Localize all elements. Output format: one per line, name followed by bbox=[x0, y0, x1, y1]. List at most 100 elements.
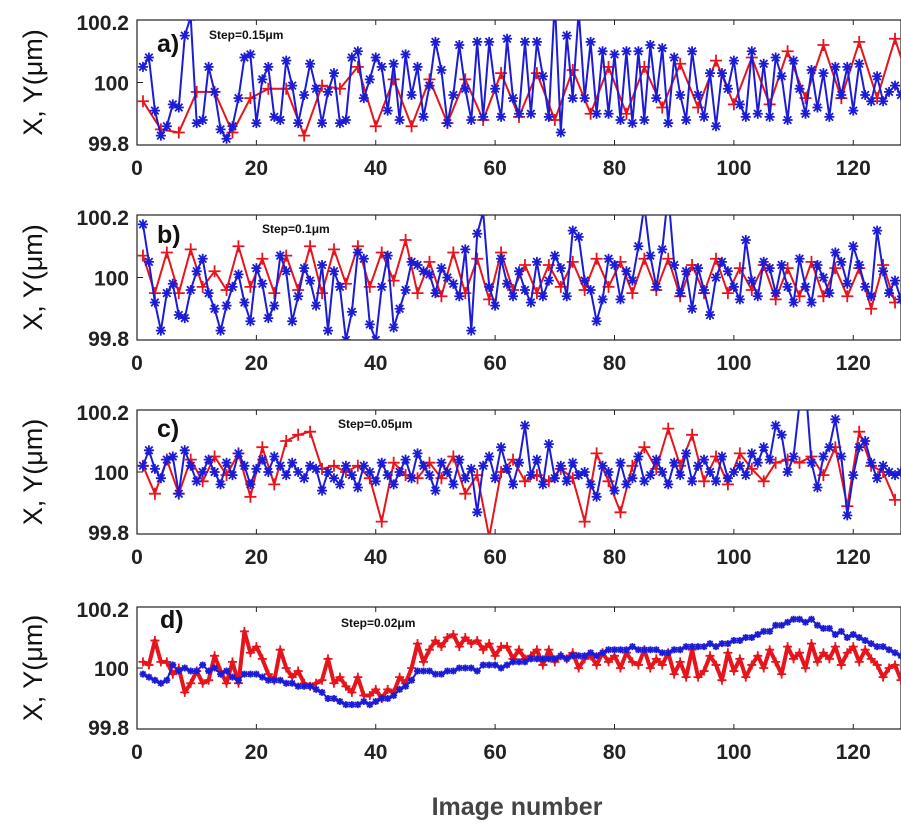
asterisk-marker bbox=[575, 652, 583, 660]
series-line-d-1 bbox=[142, 629, 901, 701]
asterisk-marker bbox=[657, 244, 668, 255]
asterisk-marker bbox=[537, 71, 548, 82]
plus-marker bbox=[777, 669, 787, 679]
asterisk-marker bbox=[585, 285, 596, 295]
panel-b: 0 20 40 60 80 100 120 99.8 100 100.2 X, Y(μm) b) Ste… bbox=[18, 207, 901, 375]
plus-marker bbox=[662, 252, 675, 265]
x-tick-label: 60 bbox=[483, 546, 506, 569]
plus-marker bbox=[518, 259, 531, 271]
plus-marker bbox=[729, 666, 739, 676]
asterisk-marker bbox=[669, 260, 680, 270]
asterisk-marker bbox=[490, 473, 501, 484]
plus-marker bbox=[693, 672, 703, 682]
asterisk-marker bbox=[634, 646, 642, 654]
asterisk-marker bbox=[842, 510, 853, 521]
asterisk-marker bbox=[694, 643, 702, 651]
asterisk-marker bbox=[760, 627, 768, 635]
asterisk-marker bbox=[245, 479, 256, 490]
asterisk-marker bbox=[191, 118, 202, 129]
asterisk-marker bbox=[728, 467, 739, 477]
asterisk-marker bbox=[239, 297, 250, 308]
asterisk-marker bbox=[772, 621, 780, 629]
plus-marker bbox=[387, 456, 400, 469]
plus-marker bbox=[335, 672, 345, 682]
asterisk-marker bbox=[842, 278, 853, 289]
asterisk-marker bbox=[555, 263, 566, 274]
asterisk-marker bbox=[752, 457, 763, 468]
asterisk-marker bbox=[496, 253, 507, 264]
x-tick-label: 0 bbox=[131, 157, 143, 180]
asterisk-marker bbox=[675, 90, 686, 100]
asterisk-marker bbox=[352, 482, 363, 493]
asterisk-marker bbox=[275, 460, 286, 471]
asterisk-marker bbox=[669, 52, 680, 63]
asterisk-marker bbox=[167, 451, 178, 462]
series-line-c-1 bbox=[142, 427, 896, 534]
asterisk-marker bbox=[621, 46, 632, 57]
x-tick-label: 100 bbox=[716, 352, 751, 375]
asterisk-marker bbox=[305, 275, 316, 286]
asterisk-marker bbox=[561, 30, 572, 41]
plus-marker bbox=[244, 490, 257, 503]
asterisk-marker bbox=[366, 701, 374, 709]
asterisk-marker bbox=[531, 256, 542, 267]
asterisk-marker bbox=[716, 68, 727, 79]
x-tick-label: 0 bbox=[131, 741, 143, 764]
asterisk-marker bbox=[539, 655, 547, 663]
asterisk-marker bbox=[790, 615, 798, 623]
asterisk-marker bbox=[354, 701, 362, 709]
asterisk-marker bbox=[161, 454, 172, 465]
asterisk-marker bbox=[252, 670, 260, 678]
asterisk-marker bbox=[227, 470, 238, 481]
asterisk-marker bbox=[352, 46, 363, 57]
plus-marker bbox=[699, 666, 709, 676]
asterisk-marker bbox=[257, 454, 268, 465]
asterisk-marker bbox=[716, 451, 727, 462]
asterisk-marker bbox=[784, 618, 792, 626]
x-tick-label: 20 bbox=[245, 157, 268, 180]
asterisk-marker bbox=[818, 272, 829, 283]
asterisk-marker bbox=[412, 61, 423, 72]
plus-marker bbox=[781, 45, 794, 58]
plus-marker bbox=[292, 428, 305, 441]
asterisk-marker bbox=[246, 670, 254, 678]
asterisk-marker bbox=[574, 6, 584, 16]
asterisk-marker bbox=[400, 49, 411, 60]
asterisk-marker bbox=[376, 61, 387, 72]
y-tick-label: 100 bbox=[94, 73, 129, 96]
asterisk-marker bbox=[579, 93, 590, 104]
asterisk-marker bbox=[812, 260, 823, 270]
asterisk-marker bbox=[472, 507, 483, 518]
plus-marker bbox=[137, 95, 149, 108]
asterisk-marker bbox=[394, 303, 405, 314]
asterisk-marker bbox=[722, 83, 733, 94]
asterisk-marker bbox=[849, 630, 857, 638]
asterisk-marker bbox=[358, 253, 369, 264]
asterisk-marker bbox=[328, 68, 339, 79]
x-tick-label: 120 bbox=[836, 741, 871, 764]
asterisk-marker bbox=[597, 294, 608, 305]
asterisk-marker bbox=[185, 460, 196, 471]
asterisk-marker bbox=[412, 448, 423, 459]
plus-marker bbox=[681, 672, 691, 682]
asterisk-marker bbox=[842, 61, 853, 72]
x-tick-label: 100 bbox=[716, 546, 751, 569]
asterisk-marker bbox=[615, 115, 626, 125]
asterisk-marker bbox=[752, 108, 763, 119]
plus-marker bbox=[566, 64, 579, 76]
asterisk-marker bbox=[288, 679, 296, 687]
asterisk-marker bbox=[173, 488, 184, 499]
asterisk-marker bbox=[149, 297, 160, 308]
asterisk-marker bbox=[378, 695, 386, 702]
asterisk-marker bbox=[436, 65, 447, 75]
asterisk-marker bbox=[257, 278, 268, 289]
plus-marker bbox=[896, 675, 901, 685]
asterisk-marker bbox=[561, 291, 572, 302]
asterisk-marker bbox=[734, 99, 745, 110]
x-tick-label: 80 bbox=[603, 352, 626, 375]
asterisk-marker bbox=[449, 667, 457, 675]
plus-marker bbox=[184, 243, 197, 256]
plus-marker bbox=[865, 302, 878, 315]
asterisk-marker bbox=[848, 470, 859, 481]
asterisk-marker bbox=[484, 451, 495, 462]
